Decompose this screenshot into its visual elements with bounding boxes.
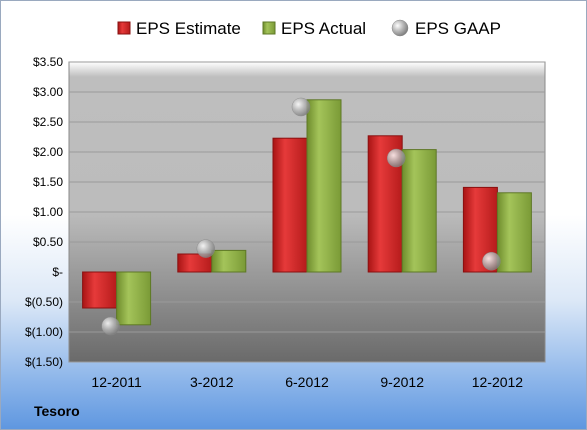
x-tick-label: 12-2012	[472, 374, 524, 390]
legend-swatch	[391, 19, 409, 37]
y-tick-label: $0.50	[33, 235, 63, 249]
y-tick-label: $-	[52, 265, 63, 279]
marker-eps-gaap	[291, 97, 311, 117]
x-tick-label: 3-2012	[190, 374, 234, 390]
legend-label: EPS Actual	[281, 19, 366, 38]
y-tick-label: $1.00	[33, 205, 63, 219]
bar-eps-actual	[306, 99, 342, 273]
y-tick-label: $(1.50)	[25, 355, 63, 369]
legend-label: EPS Estimate	[136, 19, 241, 38]
y-tick-label: $3.50	[33, 55, 63, 69]
x-tick-label: 6-2012	[285, 374, 329, 390]
y-tick-label: $2.50	[33, 115, 63, 129]
marker-eps-gaap	[386, 148, 406, 168]
y-tick-label: $(1.00)	[25, 325, 63, 339]
legend-swatch	[117, 21, 131, 35]
bar-eps-actual	[116, 271, 152, 326]
bar-eps-actual	[496, 192, 532, 273]
bar-eps-actual	[211, 249, 247, 273]
bar-eps-actual	[401, 149, 437, 273]
x-tick-label: 9-2012	[380, 374, 424, 390]
legend-swatch	[262, 21, 276, 35]
y-tick-label: $2.00	[33, 145, 63, 159]
marker-eps-gaap	[482, 251, 501, 271]
y-tick-label: $1.50	[33, 175, 63, 189]
bar-eps-estimate	[272, 137, 308, 273]
marker-eps-gaap	[101, 316, 120, 336]
legend-label: EPS GAAP	[415, 19, 501, 38]
bar-eps-estimate	[82, 271, 118, 309]
y-tick-label: $3.00	[33, 85, 63, 99]
company-name: Tesoro	[34, 403, 80, 419]
x-tick-label: 12-2011	[91, 374, 142, 390]
legend: EPS Estimate EPS Actual EPS GAAP	[117, 19, 501, 38]
y-tick-label: $(0.50)	[25, 295, 63, 309]
marker-eps-gaap	[196, 239, 216, 258]
